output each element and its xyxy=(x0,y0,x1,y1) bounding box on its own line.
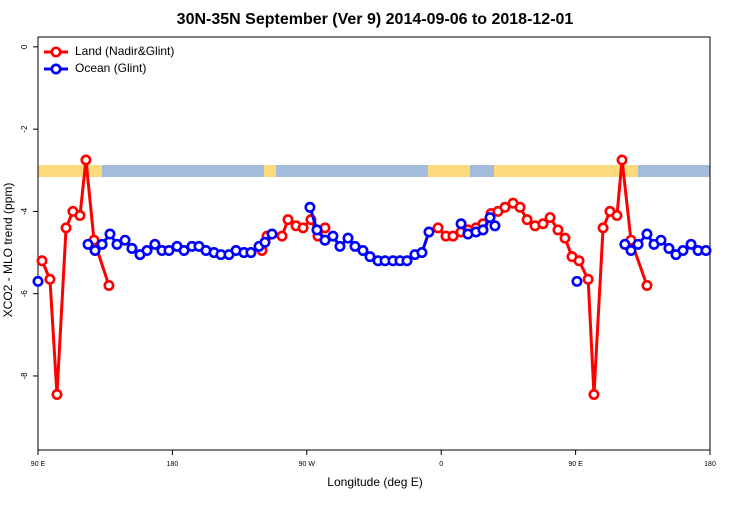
data-point xyxy=(588,388,600,400)
x-tick-label: 90 E xyxy=(568,461,583,468)
x-tick-label: 180 xyxy=(167,461,179,468)
data-point xyxy=(119,234,131,246)
data-point xyxy=(334,240,346,252)
data-point xyxy=(297,222,309,234)
data-point xyxy=(552,224,564,236)
data-point xyxy=(357,244,369,256)
data-point xyxy=(319,234,331,246)
data-point xyxy=(559,232,571,244)
y-axis-label: XCO2 - MLO trend (ppm) xyxy=(1,183,15,318)
y-tick-label: 0 xyxy=(20,44,29,49)
data-point xyxy=(36,255,48,267)
data-point xyxy=(573,255,585,267)
data-point xyxy=(619,238,631,250)
data-point xyxy=(103,279,115,291)
data-point xyxy=(104,228,116,240)
data-point xyxy=(80,154,92,166)
legend-label: Land (Nadir&Glint) xyxy=(75,44,174,58)
data-point xyxy=(60,222,72,234)
data-point xyxy=(416,247,428,259)
data-point xyxy=(521,214,533,226)
land-strip xyxy=(38,165,102,177)
data-point xyxy=(327,230,339,242)
data-point xyxy=(597,222,609,234)
data-point xyxy=(401,255,413,267)
chart-title: 30N-35N September (Ver 9) 2014-09-06 to … xyxy=(177,11,574,28)
data-point xyxy=(641,228,653,240)
data-point xyxy=(51,388,63,400)
series-line xyxy=(40,159,649,395)
legend-marker xyxy=(50,46,62,58)
data-point xyxy=(276,230,288,242)
data-point xyxy=(89,244,101,256)
data-point xyxy=(537,218,549,230)
data-point xyxy=(582,273,594,285)
data-point xyxy=(149,238,161,250)
data-point xyxy=(282,214,294,226)
data-point xyxy=(544,212,556,224)
data-point xyxy=(632,238,644,250)
x-axis-label: Longitude (deg E) xyxy=(327,475,422,489)
data-point xyxy=(141,244,153,256)
land-strip xyxy=(576,165,638,177)
data-point xyxy=(641,279,653,291)
data-point xyxy=(677,244,689,256)
data-point xyxy=(82,238,94,250)
data-point xyxy=(484,212,496,224)
data-point xyxy=(111,238,123,250)
data-point xyxy=(489,220,501,232)
land-mask-strip xyxy=(38,165,710,177)
y-tick-label: -6 xyxy=(20,290,29,298)
data-point xyxy=(571,275,583,287)
x-tick-label: 180 xyxy=(704,461,716,468)
data-point xyxy=(96,238,108,250)
y-tick-label: -2 xyxy=(20,125,29,133)
data-point xyxy=(455,218,467,230)
data-point xyxy=(432,222,444,234)
data-point xyxy=(447,230,459,242)
x-tick-label: 0 xyxy=(439,461,443,468)
data-point xyxy=(342,232,354,244)
data-point xyxy=(304,201,316,213)
land-strip xyxy=(494,165,576,177)
data-point xyxy=(625,244,637,256)
data-point xyxy=(163,244,175,256)
data-point xyxy=(611,210,623,222)
data-point xyxy=(477,224,489,236)
data-point xyxy=(32,275,44,287)
data-point xyxy=(349,240,361,252)
data-point xyxy=(74,210,86,222)
data-point xyxy=(616,154,628,166)
data-point xyxy=(514,201,526,213)
data-point xyxy=(126,242,138,254)
legend-marker xyxy=(50,63,62,75)
data-point xyxy=(44,273,56,285)
data-point xyxy=(178,244,190,256)
data-point xyxy=(685,238,697,250)
data-point xyxy=(499,201,511,213)
plot-frame xyxy=(37,36,711,451)
legend-label: Ocean (Glint) xyxy=(75,61,146,75)
data-point xyxy=(423,226,435,238)
data-point xyxy=(245,247,257,259)
data-point xyxy=(655,234,667,246)
data-point xyxy=(259,236,271,248)
y-tick-label: -8 xyxy=(20,372,29,380)
x-tick-label: 90 E xyxy=(31,461,46,468)
data-point xyxy=(700,244,712,256)
data-point xyxy=(266,228,278,240)
data-point xyxy=(311,224,323,236)
x-tick-label: 90 W xyxy=(299,461,316,468)
y-tick-label: -4 xyxy=(20,207,29,215)
land-strip xyxy=(428,165,470,177)
data-point xyxy=(663,242,675,254)
land-strip xyxy=(264,165,276,177)
data-point xyxy=(364,251,376,263)
